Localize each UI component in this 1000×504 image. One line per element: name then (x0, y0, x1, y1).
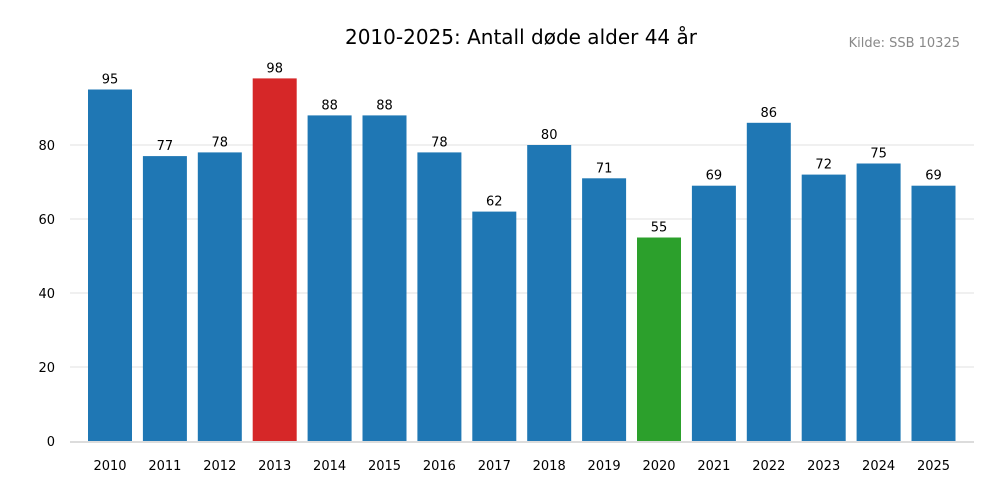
bar-2013 (252, 78, 297, 442)
y-tick-label: 40 (38, 287, 55, 302)
x-tick-label: 2011 (148, 459, 181, 474)
data-label: 72 (815, 158, 832, 173)
x-tick-label: 2017 (478, 459, 511, 474)
bar-2019 (582, 178, 627, 442)
x-tick-label: 2022 (752, 459, 785, 474)
data-label: 88 (376, 98, 393, 113)
y-axis-ticks: 0 20 40 60 80 (38, 139, 55, 450)
data-label: 55 (651, 221, 668, 236)
x-tick-label: 2020 (642, 459, 675, 474)
data-label: 95 (102, 73, 119, 88)
data-label: 78 (431, 135, 448, 150)
data-label: 62 (486, 195, 503, 210)
data-label: 88 (321, 98, 338, 113)
x-tick-label: 2019 (588, 459, 621, 474)
bar-2024 (856, 163, 901, 441)
bar-2022 (746, 122, 791, 442)
data-label: 75 (870, 147, 887, 162)
bar-2023 (801, 174, 846, 441)
bar-2011 (142, 156, 187, 441)
y-tick-label: 0 (47, 435, 55, 450)
bar-2017 (472, 211, 517, 441)
data-label: 78 (212, 135, 229, 150)
y-tick-label: 20 (38, 361, 55, 376)
data-label: 86 (761, 106, 778, 121)
data-label: 98 (266, 61, 283, 76)
bar-2014 (307, 115, 352, 442)
bar-2021 (691, 185, 736, 441)
bar-2018 (527, 145, 572, 441)
x-tick-label: 2024 (862, 459, 895, 474)
data-label: 69 (706, 169, 723, 184)
x-tick-label: 2010 (93, 459, 126, 474)
chart-title: 2010-2025: Antall døde alder 44 år (345, 25, 698, 49)
x-tick-label: 2013 (258, 459, 291, 474)
bar-2016 (417, 152, 462, 441)
y-tick-label: 60 (38, 213, 55, 228)
bar-2010 (88, 89, 132, 441)
source-label: Kilde: SSB 10325 (849, 36, 960, 51)
x-tick-label: 2021 (697, 459, 730, 474)
x-tick-label: 2018 (533, 459, 566, 474)
data-label: 69 (925, 169, 942, 184)
data-label: 71 (596, 161, 613, 176)
x-tick-label: 2016 (423, 459, 456, 474)
bar-2020 (637, 237, 681, 441)
data-label: 77 (157, 139, 174, 154)
x-tick-label: 2014 (313, 459, 346, 474)
bar-2015 (362, 115, 407, 442)
bar-2025 (911, 185, 956, 441)
y-tick-label: 80 (38, 139, 55, 154)
bar-2012 (197, 152, 242, 441)
data-label: 80 (541, 128, 558, 143)
x-tick-label: 2023 (807, 459, 840, 474)
x-axis-ticks: 2010 2011 2012 2013 2014 2015 2016 2017 2018 2019… (93, 459, 950, 474)
x-tick-label: 2025 (917, 459, 950, 474)
bars: 95 77 78 98 88 88 78 62 80 71 55 69 86 72 75 69 (88, 61, 956, 442)
x-tick-label: 2015 (368, 459, 401, 474)
x-tick-label: 2012 (203, 459, 236, 474)
